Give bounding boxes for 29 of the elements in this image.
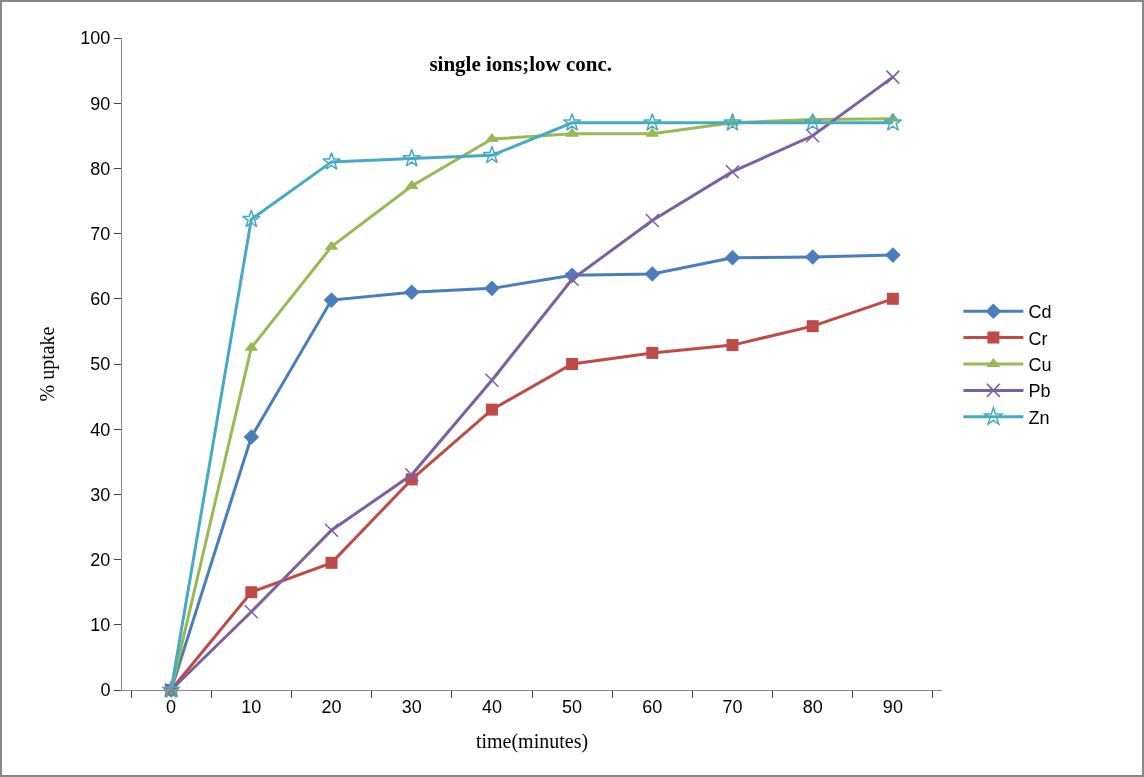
y-tick-label: 40 bbox=[90, 419, 111, 440]
legend-label: Cd bbox=[1028, 302, 1052, 323]
x-tick-label: 30 bbox=[401, 696, 422, 717]
legend-label: Pb bbox=[1028, 381, 1051, 402]
x-tick-label: 40 bbox=[481, 696, 502, 717]
text: single ions;low conc. bbox=[429, 51, 612, 76]
y-tick-label: 70 bbox=[90, 223, 111, 244]
legend-label: Cr bbox=[1028, 328, 1048, 349]
y-tick-label: 80 bbox=[90, 158, 111, 179]
y-tick-label: 60 bbox=[90, 289, 111, 310]
y-tick-label: 20 bbox=[90, 549, 111, 570]
y-tick-label: 90 bbox=[90, 93, 111, 114]
x-tick-label: 90 bbox=[882, 696, 903, 717]
legend-label: Cu bbox=[1028, 355, 1052, 376]
y-tick-label: 100 bbox=[80, 28, 111, 49]
x-axis-title: time(minutes) bbox=[475, 730, 589, 754]
x-tick-label: 20 bbox=[321, 696, 342, 717]
y-axis-title: % uptake bbox=[35, 326, 59, 402]
x-tick-label: 70 bbox=[722, 696, 743, 717]
x-tick-label: 60 bbox=[642, 696, 663, 717]
y-tick-label: 30 bbox=[90, 484, 111, 505]
y-tick-label: 10 bbox=[90, 615, 111, 636]
x-tick-label: 50 bbox=[562, 696, 583, 717]
y-tick-label: 50 bbox=[90, 354, 111, 375]
x-tick-label: 0 bbox=[166, 696, 177, 717]
y-tick-label: 0 bbox=[100, 680, 111, 701]
x-tick-label: 80 bbox=[802, 696, 823, 717]
x-tick-label: 10 bbox=[241, 696, 262, 717]
legend-label: Zn bbox=[1028, 407, 1050, 428]
